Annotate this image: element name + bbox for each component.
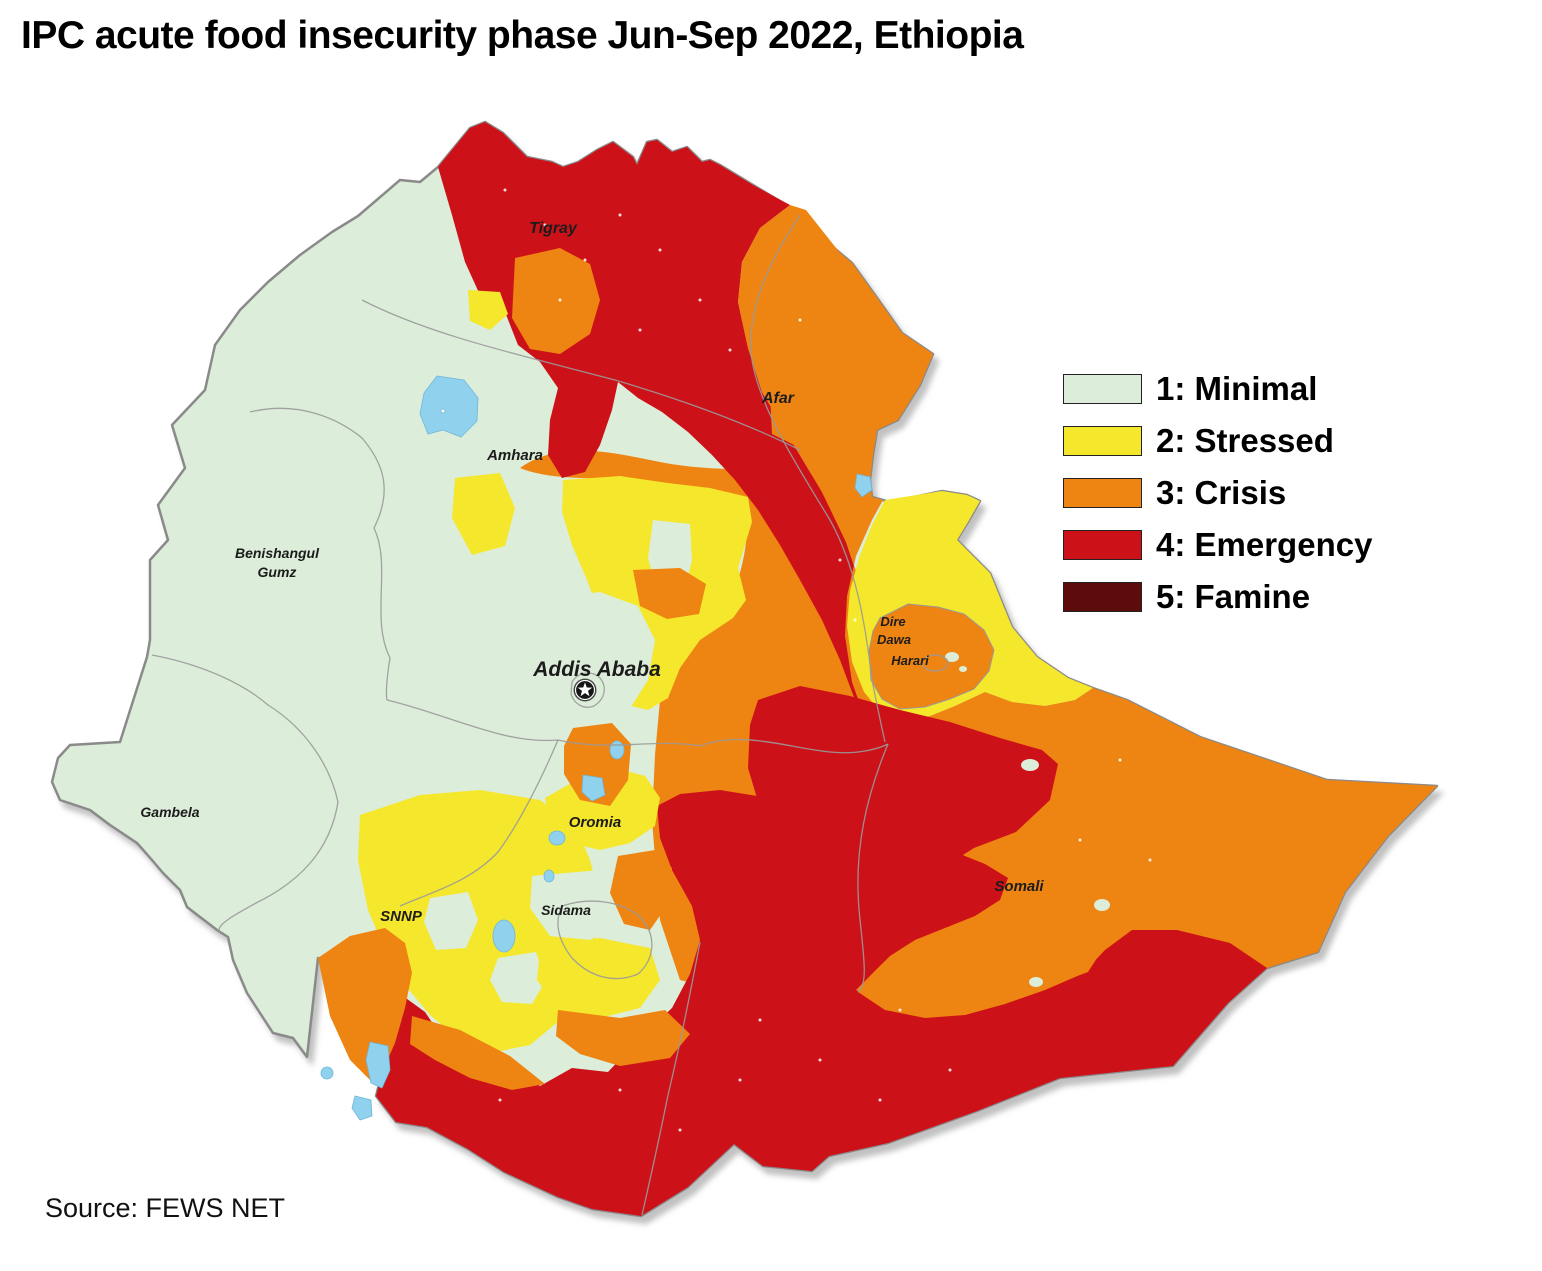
legend-label-crisis: 3: Crisis	[1156, 473, 1287, 511]
region-fill-snnp-minimal-hole-2	[490, 952, 546, 1004]
region-fill-amhara-stressed-patch	[452, 473, 515, 555]
label-tigray: Tigray	[529, 220, 578, 237]
region-fill-southwest-crisis	[318, 928, 412, 1086]
label-dire: Dire	[880, 614, 905, 629]
region-fill-addis-minimal	[522, 592, 655, 748]
border-amhara-oromia	[386, 699, 889, 754]
region-fill-south-oromia-crisis	[556, 1010, 690, 1066]
border-snnp-oromia	[399, 739, 559, 907]
region-fill-east-sidama-crisis	[610, 850, 672, 930]
label-benishangul-line2: Gumz	[258, 564, 297, 580]
border-tigray-amhara	[361, 299, 801, 451]
border-oromia-somali-south	[641, 941, 701, 1216]
somali-minimal-island-2	[1094, 899, 1110, 911]
label-addis-ababa: Addis Ababa	[532, 658, 661, 681]
region-fill-sidama-minimal	[530, 870, 626, 940]
border-harari	[921, 654, 949, 672]
legend-swatch-crisis	[1063, 477, 1142, 508]
region-fill-south-tigray-crisis	[512, 248, 600, 354]
legend-item-minimal: 1: Minimal	[1063, 370, 1372, 407]
region-fill-strip-crisis-patch	[633, 568, 706, 619]
legend-label-minimal: 1: Minimal	[1156, 369, 1318, 407]
label-afar: Afar	[761, 390, 795, 407]
label-harari: Harari	[891, 653, 929, 668]
lake-langano	[548, 830, 566, 846]
lake-tana	[419, 375, 479, 438]
somali-minimal-island	[1021, 759, 1039, 771]
lake-chew-bahir	[320, 1066, 334, 1080]
lake-koka	[609, 740, 625, 760]
internal-borders	[151, 214, 949, 1216]
label-somali: Somali	[994, 878, 1044, 895]
somali-minimal-island-3	[1029, 977, 1043, 987]
lake-hawassa	[492, 919, 516, 953]
lake-abbe	[854, 473, 873, 498]
lake-chamo	[351, 1095, 373, 1121]
legend-item-crisis: 3: Crisis	[1063, 474, 1372, 511]
label-dawa: Dawa	[877, 632, 911, 647]
region-fill-snnp-minimal-hole	[424, 892, 478, 950]
page-title: IPC acute food insecurity phase Jun-Sep …	[21, 14, 1024, 57]
lake-abaya	[365, 1041, 391, 1089]
label-benishangul-line1: Benishangul	[235, 545, 320, 561]
region-fill-south-emergency	[372, 790, 1267, 1216]
legend-item-stressed: 2: Stressed	[1063, 422, 1372, 459]
region-fill-south-snnp-crisis	[410, 1016, 545, 1090]
label-gambela: Gambela	[140, 804, 199, 820]
lake-shala	[543, 869, 555, 883]
legend-swatch-emergency	[1063, 529, 1142, 560]
border-amhara-benishangul	[249, 407, 391, 701]
harari-minimal-speck-2	[959, 666, 967, 672]
legend-item-famine: 5: Famine	[1063, 578, 1372, 615]
label-snnp: SNNP	[380, 908, 423, 925]
region-fill-bale-emergency	[748, 686, 1058, 918]
label-oromia: Oromia	[569, 814, 622, 831]
label-sidama: Sidama	[541, 902, 591, 918]
region-fill-tigray-stressed-patch	[468, 290, 508, 330]
border-addis-ababa	[570, 672, 605, 708]
legend-swatch-famine	[1063, 581, 1142, 612]
border-oromia-somali	[857, 743, 889, 993]
legend-label-famine: 5: Famine	[1156, 577, 1311, 615]
lakes	[320, 375, 873, 1121]
legend-swatch-stressed	[1063, 425, 1142, 456]
legend-label-stressed: 2: Stressed	[1156, 421, 1334, 459]
region-fill-gedeo-stressed	[537, 938, 660, 1018]
legend: 1: Minimal 2: Stressed 3: Crisis 4: Emer…	[1063, 370, 1372, 633]
harari-minimal-speck	[945, 652, 959, 662]
source-note: Source: FEWS NET	[45, 1193, 286, 1223]
border-afar-west	[750, 214, 886, 743]
lake-tana-island	[440, 408, 446, 414]
region-fill-liben-crisis-strip	[856, 928, 1110, 1014]
addis-ababa-star-icon	[573, 678, 597, 702]
settlement-dots	[498, 188, 1152, 1132]
lake-ziway	[581, 774, 606, 802]
border-gambela	[151, 654, 339, 933]
border-sidama	[557, 900, 653, 980]
region-fill-afar-crisis	[738, 205, 933, 716]
legend-item-emergency: 4: Emergency	[1063, 526, 1372, 563]
label-amhara: Amhara	[486, 447, 543, 464]
legend-label-emergency: 4: Emergency	[1156, 525, 1373, 563]
region-labels: Tigray Afar Amhara Benishangul Gumz Gamb…	[140, 220, 1044, 925]
legend-swatch-minimal	[1063, 373, 1142, 404]
